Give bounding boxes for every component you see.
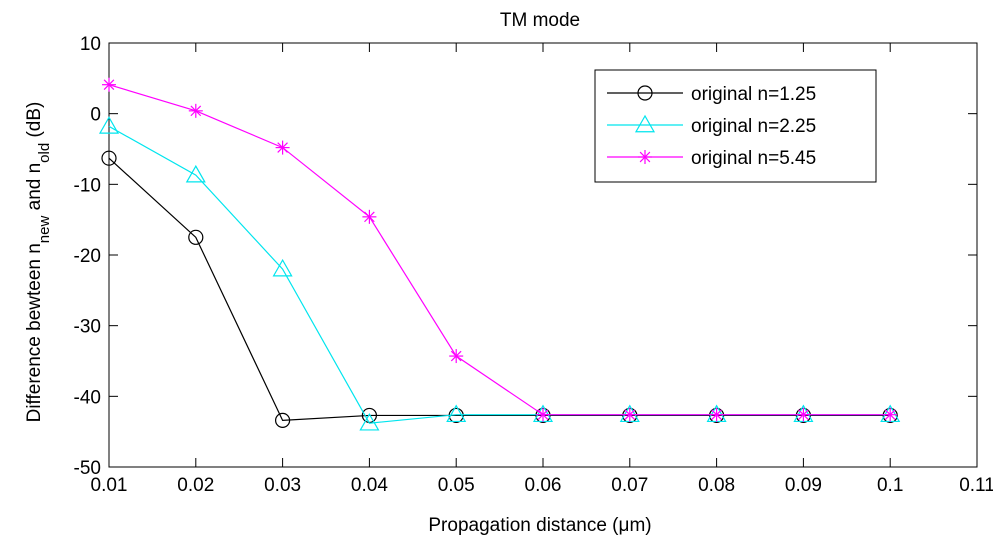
y-axis-title-suffix: (dB) [24,102,45,143]
data-point-series-3 [536,407,550,422]
x-tick-label: 0.04 [351,475,388,496]
data-point-series-2 [446,404,467,423]
x-tick-label: 0.08 [698,475,735,496]
data-point-series-1 [275,412,291,428]
data-point-series-2 [359,412,380,431]
x-axis-title: Propagation distance (μm) [428,515,651,536]
data-point-series-3 [883,407,898,422]
data-point-series-2 [98,116,120,134]
data-point-series-3 [188,103,203,118]
y-tick-label: -10 [74,175,101,196]
data-point-series-1 [101,150,117,166]
legend-label: original n=2.25 [691,116,816,137]
x-tick-label: 0.01 [91,475,128,496]
y-axis-title-sub-old: old [36,143,53,163]
data-point-series-3 [796,407,811,422]
x-tick-label: 0.03 [264,475,301,496]
data-point-series-1 [188,229,204,245]
y-axis-title-middle: and n [24,163,45,216]
x-tick-label: 0.1 [877,475,903,496]
data-point-series-2 [272,258,293,277]
y-tick-label: -20 [74,246,101,267]
x-tick-label: 0.11 [959,475,993,496]
data-point-series-2 [185,164,206,183]
legend: original n=1.25 original n=2.25 original n… [594,69,877,183]
data-point-series-3 [709,407,724,422]
series-line-1 [108,157,891,421]
y-tick-label: -40 [74,387,101,408]
legend-marker [637,85,653,101]
x-tick-label: 0.07 [611,475,648,496]
y-axis-title-prefix: Difference bewteen n [24,243,45,422]
legend-marker [638,150,652,164]
legend-label: original n=5.45 [691,148,816,169]
legend-box [594,69,877,183]
legend-label: original n=1.25 [691,84,816,105]
y-tick-label: -30 [74,317,101,338]
x-tick-label: 0.06 [525,475,562,496]
data-point-series-3 [362,209,377,224]
x-tick-label: 0.05 [438,475,475,496]
data-point-series-3 [622,407,637,422]
legend-marker [634,114,656,133]
y-tick-label: 0 [90,105,101,126]
chart-title: TM mode [500,10,580,31]
x-tick-label: 0.09 [785,475,822,496]
x-tick-label: 0.02 [177,475,214,496]
data-point-series-3 [275,140,290,155]
y-axis-title-sub-new: new [36,215,53,243]
data-point-series-3 [449,349,464,364]
y-tick-label: -50 [74,458,101,479]
y-axis-title: Difference bewteen nnew and nold (dB) [24,102,53,423]
y-tick-label: 10 [80,34,101,55]
series-line-3 [108,84,891,416]
data-point-series-3 [102,77,116,92]
